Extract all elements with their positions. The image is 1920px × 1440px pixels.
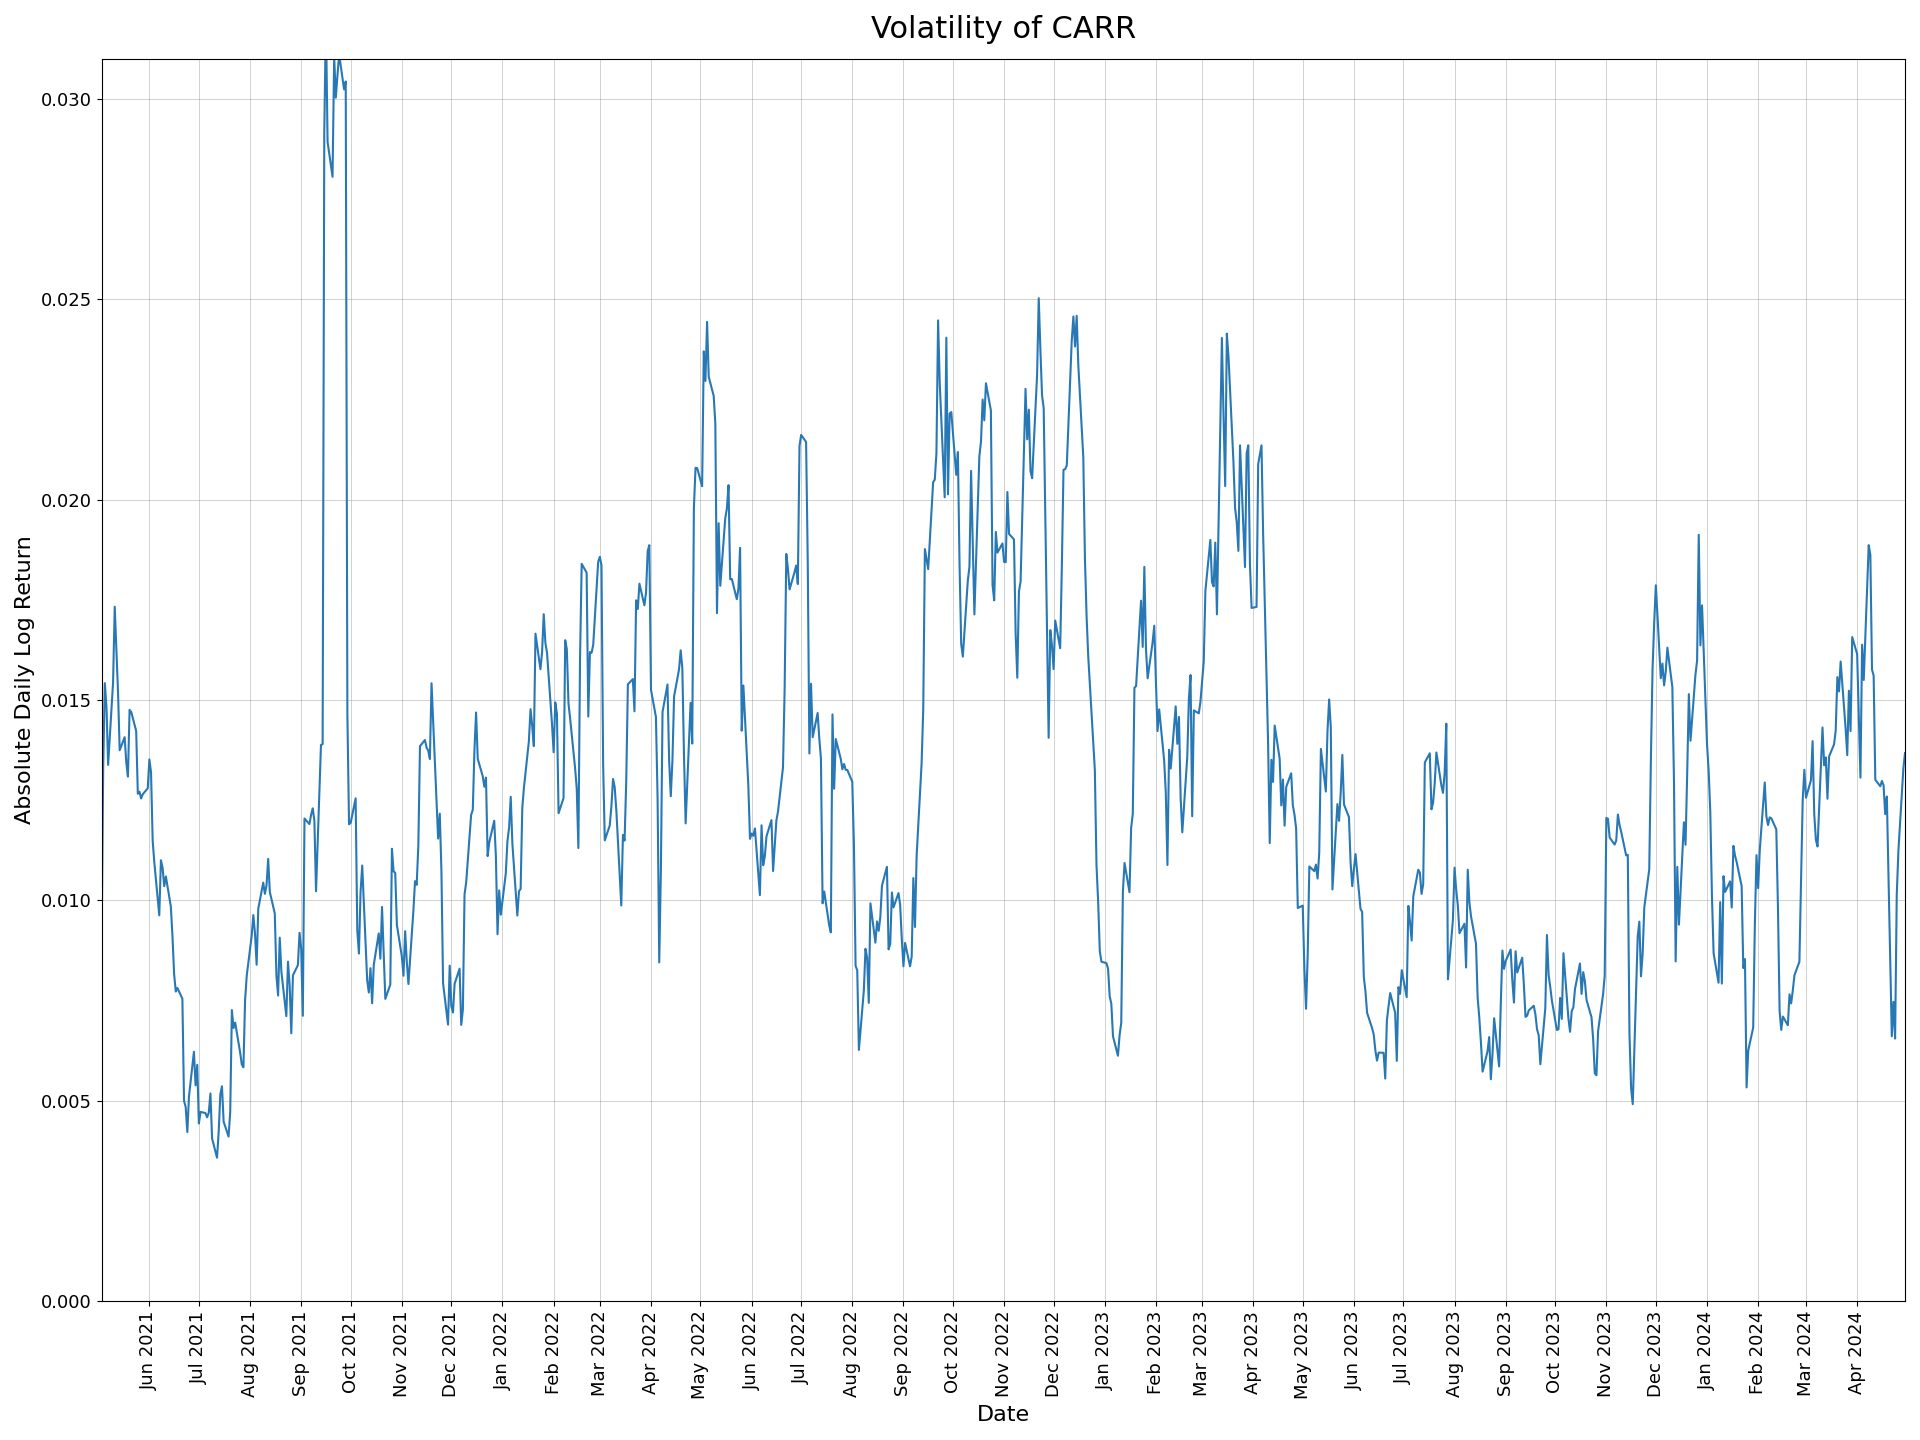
Title: Volatility of CARR: Volatility of CARR (870, 14, 1137, 45)
Y-axis label: Absolute Daily Log Return: Absolute Daily Log Return (15, 536, 35, 824)
X-axis label: Date: Date (977, 1405, 1029, 1426)
